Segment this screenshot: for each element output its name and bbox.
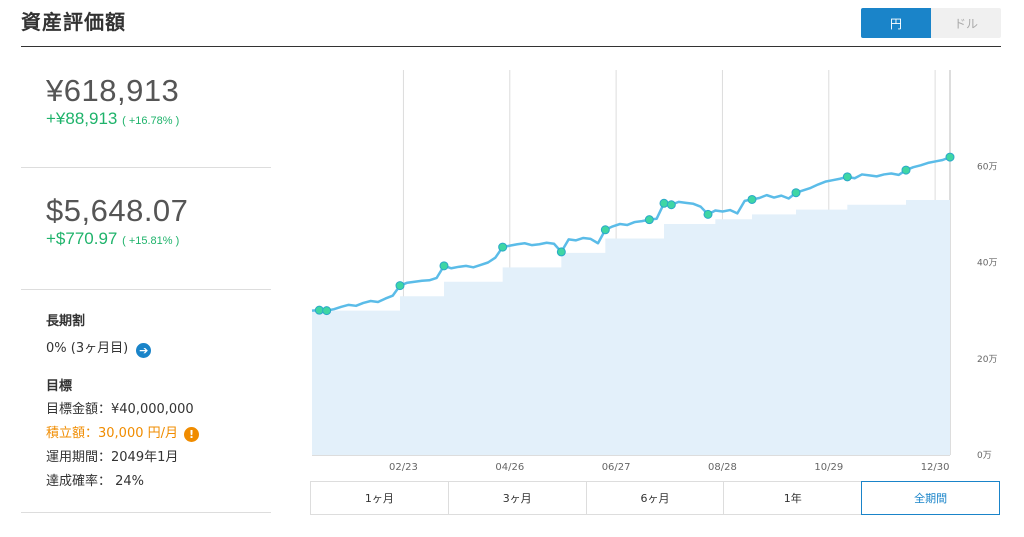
page-title: 資産評価額 [21, 10, 126, 34]
yen-gain-amount: +¥88,913 [46, 109, 118, 128]
range-tab-4[interactable]: 全期間 [861, 481, 1000, 515]
x-tick-label: 04/26 [495, 462, 524, 473]
arrow-right-icon[interactable]: ➔ [136, 343, 152, 358]
goal-probability: 達成確率： 24% [46, 474, 145, 489]
x-tick-label: 08/28 [708, 462, 737, 473]
exclamation-icon[interactable]: ! [184, 427, 199, 442]
deposit-marker [666, 200, 676, 210]
goal-monthly-row: 積立額：30,000 円/月! [46, 422, 271, 446]
x-tick-label: 02/23 [389, 462, 418, 473]
deposit-marker [395, 281, 405, 291]
deposit-marker [747, 194, 757, 204]
range-tab-3[interactable]: 1年 [724, 482, 863, 514]
y-tick-label: 20万 [977, 355, 997, 365]
x-axis-ticks: 02/23 04/26 06/27 08/28 10/29 12/30 [389, 462, 949, 473]
usd-summary: $5,648.07 +$770.97 ( +15.81% ) [21, 168, 271, 290]
range-tab-2[interactable]: 6ヶ月 [587, 482, 725, 514]
yen-total-value: ¥618,913 [46, 73, 180, 108]
range-tab-0[interactable]: 1ヶ月 [311, 482, 449, 514]
deposit-marker [791, 188, 801, 198]
deposit-marker [945, 152, 955, 162]
usd-gain-amount: +$770.97 [46, 229, 118, 248]
usd-total-value: $5,648.07 [46, 193, 189, 228]
deposit-marker [644, 215, 654, 225]
y-tick-label: 40万 [977, 259, 997, 269]
y-tick-label: 60万 [977, 162, 997, 172]
currency-toggle: 円 ドル [861, 8, 1001, 38]
goal-section: 長期割 0% (3ヶ月目) ➔ 目標 目標金額：¥40,000,000 積立額：3… [21, 290, 271, 513]
deposit-marker [600, 225, 610, 235]
long-term-row: 0% (3ヶ月目) ➔ [46, 337, 271, 361]
x-tick-label: 10/29 [814, 462, 843, 473]
dollar-toggle-button[interactable]: ドル [931, 8, 1001, 38]
title-divider [21, 46, 1001, 47]
long-term-label: 長期割 [46, 314, 86, 329]
deposit-marker [703, 209, 713, 219]
x-tick-label: 06/27 [602, 462, 631, 473]
goal-target-amount: 目標金額：¥40,000,000 [46, 402, 194, 417]
deposit-marker [322, 306, 332, 316]
summary-panel: ¥618,913 +¥88,913 ( +16.78% ) $5,648.07 … [21, 47, 271, 513]
yen-gain-percent: ( +16.78% ) [122, 115, 180, 127]
invested-amount-area [312, 199, 950, 455]
range-tab-1[interactable]: 3ヶ月 [449, 482, 587, 514]
deposit-marker [556, 247, 566, 257]
deposit-marker [901, 165, 911, 175]
usd-gain-percent: ( +15.81% ) [122, 235, 180, 247]
asset-chart: 02/23 04/26 06/27 08/28 10/29 12/30 0万 20万 40万 6… [311, 70, 997, 473]
y-tick-label: 0万 [977, 451, 992, 461]
goal-monthly-amount[interactable]: 積立額：30,000 円/月 [46, 426, 178, 441]
chart-markers [314, 152, 955, 316]
goal-period: 運用期間：2049年1月 [46, 450, 179, 465]
deposit-marker [314, 305, 324, 315]
yen-summary: ¥618,913 +¥88,913 ( +16.78% ) [21, 47, 271, 168]
goal-label: 目標 [46, 379, 73, 394]
deposit-marker [498, 242, 508, 252]
x-tick-label: 12/30 [921, 462, 950, 473]
long-term-value: 0% (3ヶ月目) [46, 341, 129, 356]
deposit-marker [439, 261, 449, 271]
yen-toggle-button[interactable]: 円 [861, 8, 931, 38]
deposit-marker [659, 198, 669, 208]
range-selector: 1ヶ月 3ヶ月 6ヶ月 1年 全期間 [310, 481, 1000, 515]
y-axis-ticks: 0万 20万 40万 60万 [977, 162, 997, 461]
usd-gain: +$770.97 ( +15.81% ) [46, 229, 271, 249]
deposit-marker [842, 172, 852, 182]
yen-gain: +¥88,913 ( +16.78% ) [46, 109, 271, 129]
